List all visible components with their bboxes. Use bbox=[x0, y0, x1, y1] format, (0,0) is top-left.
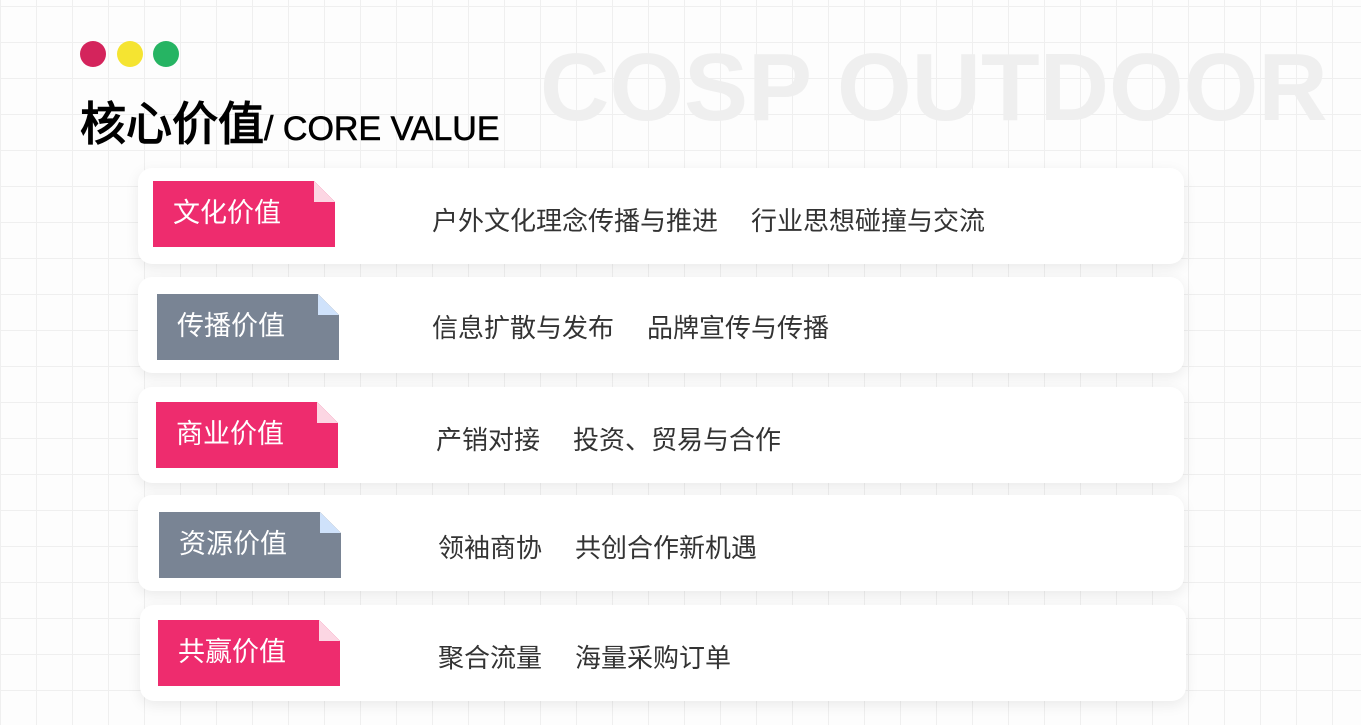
watermark: COSP OUTDOOR bbox=[540, 34, 1328, 141]
value-tag: 资源价值 bbox=[159, 512, 341, 578]
title-cn: 核心价值 bbox=[80, 97, 264, 151]
title-en: / CORE VALUE bbox=[264, 110, 500, 149]
value-description: 户外文化理念传播与推进 行业思想碰撞与交流 bbox=[432, 207, 986, 237]
value-description: 聚合流量 海量采购订单 bbox=[438, 644, 732, 674]
value-tag: 传播价值 bbox=[157, 294, 339, 360]
green-dot bbox=[153, 41, 179, 67]
value-tag-label: 文化价值 bbox=[173, 198, 281, 229]
value-tag: 文化价值 bbox=[153, 181, 335, 247]
yellow-dot bbox=[117, 41, 143, 67]
value-description: 产销对接 投资、贸易与合作 bbox=[436, 426, 782, 456]
value-tag-label: 共赢价值 bbox=[178, 637, 286, 668]
value-description: 领袖商协 共创合作新机遇 bbox=[438, 534, 758, 564]
value-tag: 商业价值 bbox=[156, 402, 338, 468]
red-dot bbox=[80, 41, 106, 67]
value-tag-label: 传播价值 bbox=[177, 311, 285, 342]
value-tag-label: 商业价值 bbox=[176, 419, 284, 450]
value-description: 信息扩散与发布 品牌宣传与传播 bbox=[432, 314, 830, 344]
value-tag-label: 资源价值 bbox=[179, 529, 287, 560]
page-title: 核心价值/ CORE VALUE bbox=[80, 88, 500, 154]
value-tag: 共赢价值 bbox=[158, 620, 340, 686]
